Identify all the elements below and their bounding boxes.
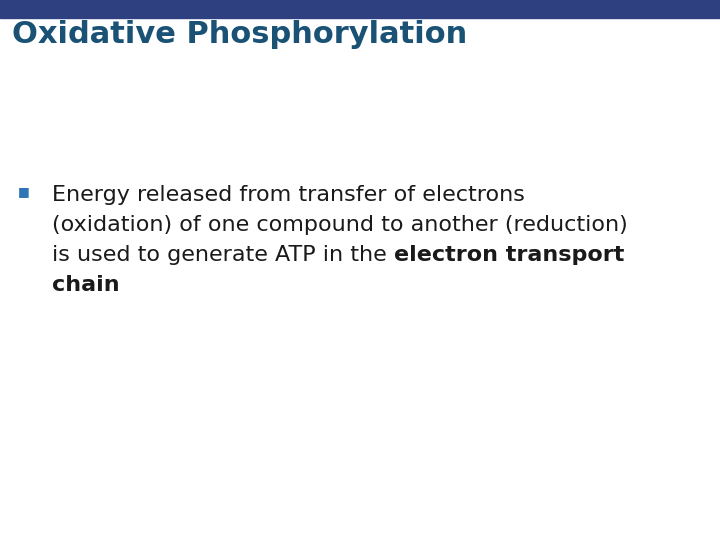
Text: is used to generate ATP in the: is used to generate ATP in the: [52, 245, 394, 265]
Text: ■: ■: [18, 185, 30, 198]
Text: chain: chain: [52, 275, 120, 295]
Text: Oxidative Phosphorylation: Oxidative Phosphorylation: [12, 20, 467, 49]
Text: (oxidation) of one compound to another (reduction): (oxidation) of one compound to another (…: [52, 215, 628, 235]
Text: electron transport: electron transport: [394, 245, 624, 265]
Bar: [0, 0, 720, 18]
Text: Energy released from transfer of electrons: Energy released from transfer of electro…: [52, 185, 525, 205]
